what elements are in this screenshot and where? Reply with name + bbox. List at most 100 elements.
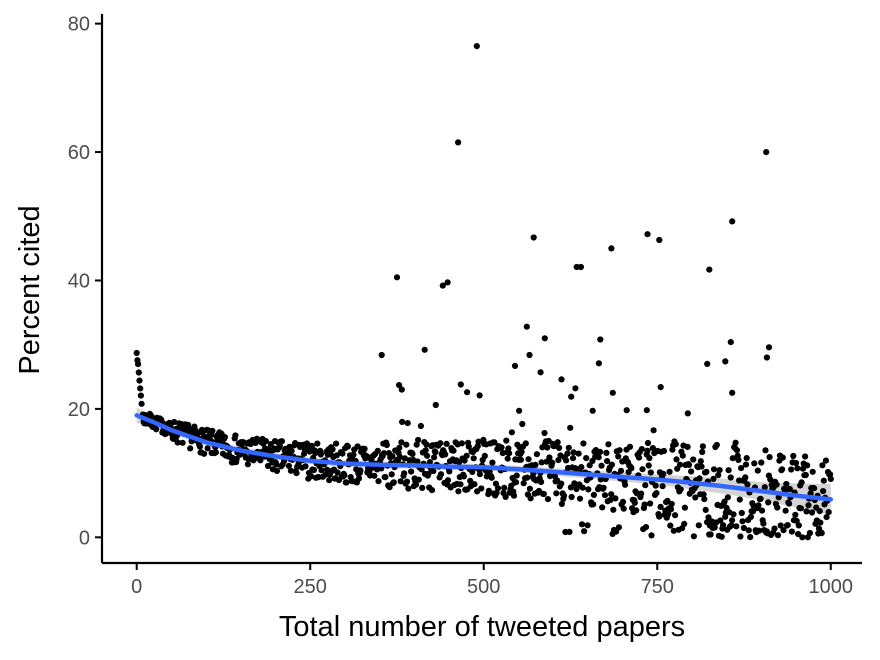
- data-point: [608, 491, 615, 498]
- data-point: [544, 444, 551, 451]
- data-point: [375, 478, 382, 485]
- x-axis-title: Total number of tweeted papers: [279, 611, 685, 643]
- data-point: [135, 361, 142, 368]
- data-point-outlier: [589, 407, 596, 414]
- data-point-outlier: [516, 407, 523, 414]
- data-point: [735, 456, 742, 463]
- data-point-outlier: [393, 274, 401, 281]
- data-point: [702, 506, 709, 513]
- data-point: [564, 450, 571, 457]
- data-point: [553, 490, 560, 497]
- data-point: [457, 481, 464, 488]
- data-point: [544, 496, 552, 503]
- data-point-outlier: [398, 386, 405, 393]
- data-point: [430, 467, 437, 475]
- data-point: [638, 446, 645, 453]
- data-point: [692, 494, 699, 501]
- data-point: [401, 455, 408, 462]
- data-point: [575, 450, 582, 457]
- data-point: [619, 498, 627, 505]
- data-point: [558, 480, 565, 487]
- data-point: [780, 527, 787, 534]
- data-point: [650, 427, 657, 434]
- data-point: [798, 479, 805, 486]
- data-point: [681, 504, 689, 511]
- data-point: [303, 440, 310, 447]
- data-point: [716, 467, 723, 474]
- data-point: [701, 496, 708, 503]
- data-point: [310, 466, 317, 474]
- data-point: [476, 471, 483, 478]
- data-point: [803, 508, 810, 515]
- data-point-outlier: [609, 389, 616, 396]
- data-point: [554, 439, 561, 446]
- data-point: [705, 514, 712, 521]
- data-point-outlier: [558, 376, 565, 383]
- data-point-outlier: [421, 346, 428, 353]
- x-tick-label: 750: [641, 576, 674, 598]
- data-point: [580, 440, 587, 447]
- data-point-outlier: [684, 410, 691, 417]
- data-point: [648, 532, 655, 539]
- data-point: [697, 458, 704, 465]
- data-point: [567, 484, 575, 491]
- data-point: [408, 468, 415, 475]
- data-point: [425, 470, 432, 477]
- data-point: [639, 466, 646, 473]
- data-point: [786, 485, 793, 493]
- data-point: [560, 492, 568, 499]
- data-point: [506, 450, 513, 457]
- data-point: [389, 453, 396, 460]
- data-point: [581, 528, 588, 535]
- data-point: [615, 453, 622, 460]
- data-point: [816, 508, 823, 515]
- data-point: [673, 456, 680, 463]
- data-point: [339, 450, 346, 457]
- data-point-outlier: [657, 384, 664, 391]
- data-point-outlier: [523, 323, 530, 330]
- data-point: [676, 461, 684, 468]
- data-point: [729, 455, 736, 462]
- data-point: [653, 490, 660, 497]
- data-point: [471, 481, 478, 488]
- data-point: [293, 470, 300, 477]
- data-point: [423, 441, 430, 448]
- data-point-outlier: [729, 389, 736, 396]
- data-point: [401, 470, 408, 477]
- data-point: [382, 474, 389, 481]
- data-point: [617, 467, 625, 474]
- data-point: [805, 502, 812, 509]
- data-point: [713, 441, 720, 449]
- data-point: [811, 485, 818, 492]
- data-point: [517, 456, 525, 463]
- data-point-outlier: [537, 369, 544, 376]
- data-point-outlier: [473, 43, 480, 50]
- data-point-outlier: [444, 279, 451, 286]
- data-point: [818, 530, 825, 537]
- data-point: [690, 456, 697, 463]
- data-point: [802, 471, 809, 479]
- data-point: [823, 514, 830, 521]
- data-point: [273, 467, 281, 474]
- data-point-outlier: [595, 360, 603, 367]
- data-point: [306, 448, 313, 455]
- data-point: [179, 439, 186, 446]
- data-point: [721, 498, 728, 505]
- data-point: [314, 440, 321, 447]
- data-point: [491, 439, 498, 446]
- data-point: [508, 429, 515, 436]
- data-point: [308, 473, 315, 480]
- data-point: [403, 441, 410, 448]
- data-point: [644, 447, 651, 454]
- data-point: [329, 446, 336, 453]
- data-point: [667, 506, 675, 513]
- data-point: [414, 458, 421, 465]
- data-point: [809, 468, 816, 475]
- data-point: [302, 463, 309, 470]
- data-point: [616, 447, 623, 454]
- data-point: [688, 468, 695, 475]
- data-point: [278, 438, 285, 445]
- data-point-outlier: [623, 407, 630, 414]
- data-point: [765, 499, 772, 506]
- data-point: [565, 444, 572, 451]
